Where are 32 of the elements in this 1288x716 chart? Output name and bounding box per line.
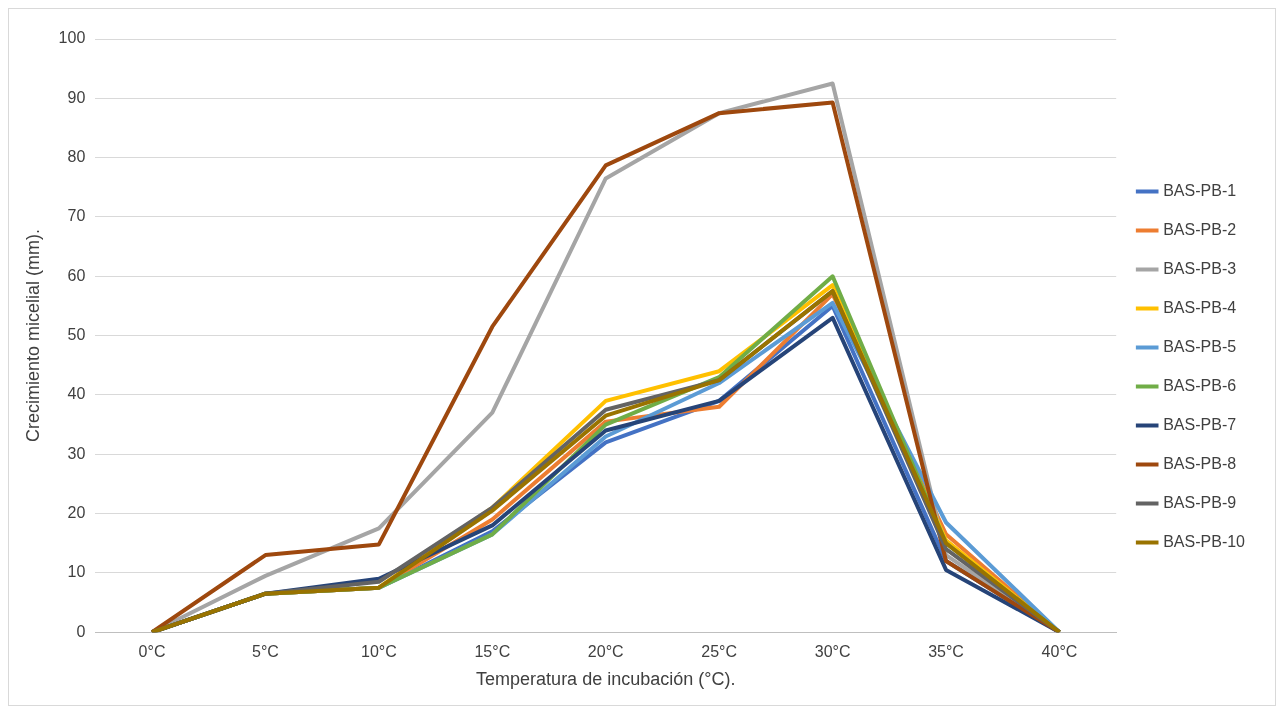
y-tick-label: 90 <box>67 88 86 106</box>
x-tick-label: 10°C <box>361 643 397 661</box>
y-tick-label: 100 <box>58 29 86 47</box>
x-tick-label: 15°C <box>474 643 511 661</box>
legend-label: BAS-PB-7 <box>1163 415 1237 433</box>
x-tick-label: 20°C <box>587 643 624 661</box>
legend-label: BAS-PB-1 <box>1163 181 1237 199</box>
y-tick-label: 0 <box>76 622 86 640</box>
y-tick-label: 70 <box>67 207 86 225</box>
y-tick-label: 10 <box>67 563 86 581</box>
legend-label: BAS-PB-3 <box>1163 259 1237 277</box>
y-axis-title: Crecimiento micelial (mm). <box>22 229 43 443</box>
x-axis-title: Temperatura de incubación (°C). <box>476 669 736 690</box>
legend-label: BAS-PB-4 <box>1163 298 1237 316</box>
x-tick-label: 0°C <box>138 643 166 661</box>
y-tick-label: 50 <box>67 326 86 344</box>
y-tick-label: 20 <box>67 503 86 521</box>
y-tick-label: 40 <box>67 385 86 403</box>
y-tick-label: 30 <box>67 444 86 462</box>
x-tick-label: 30°C <box>814 643 851 661</box>
legend-label: BAS-PB-5 <box>1163 337 1237 355</box>
legend-label: BAS-PB-2 <box>1163 220 1237 238</box>
y-tick-label: 80 <box>67 148 86 166</box>
x-tick-label: 35°C <box>928 643 964 661</box>
legend-label: BAS-PB-10 <box>1163 532 1246 550</box>
legend-label: BAS-PB-9 <box>1163 493 1237 511</box>
legend-label: BAS-PB-8 <box>1163 454 1237 472</box>
x-tick-label: 25°C <box>701 643 738 661</box>
x-tick-label: 5°C <box>252 643 279 661</box>
y-tick-label: 60 <box>67 266 86 284</box>
x-tick-label: 40°C <box>1041 643 1078 661</box>
legend-label: BAS-PB-6 <box>1163 376 1237 394</box>
